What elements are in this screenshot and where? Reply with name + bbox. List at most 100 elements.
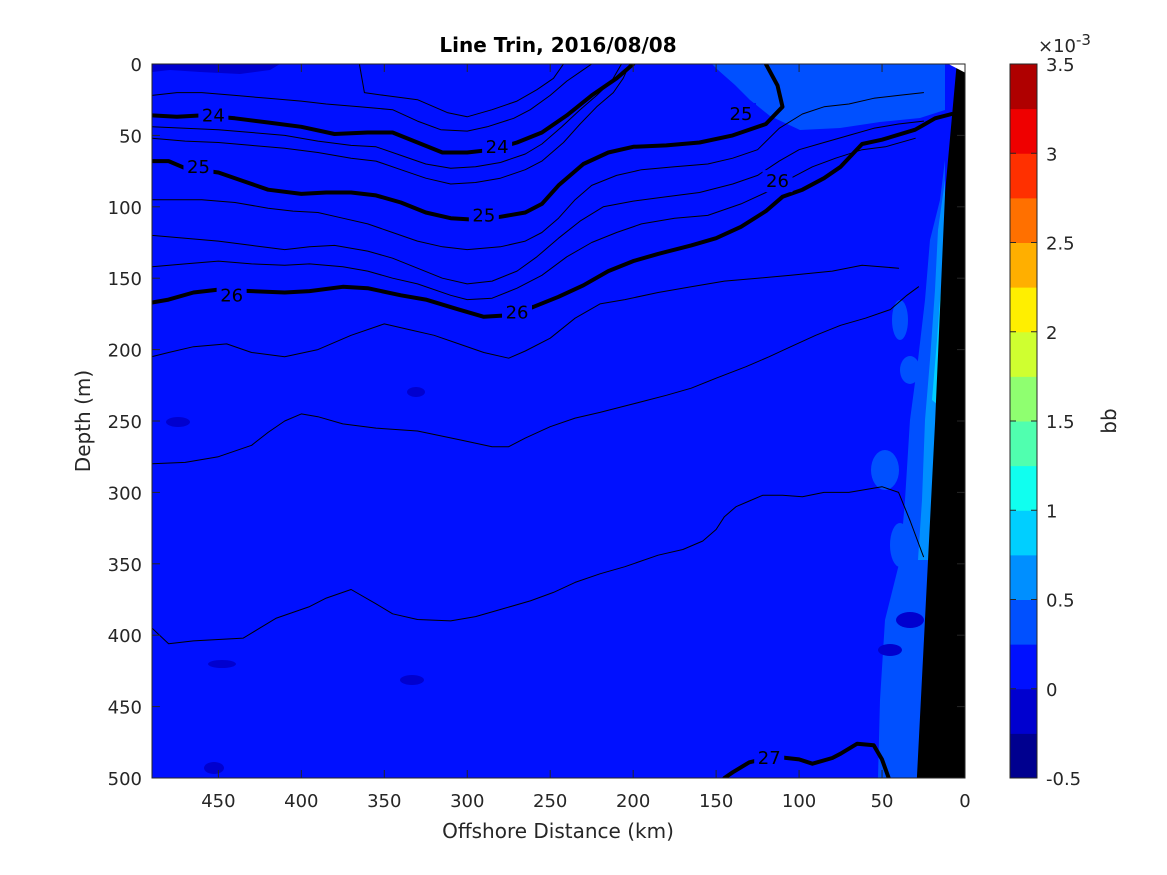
x-tick-label: 350 bbox=[367, 791, 401, 812]
colorbar-swatch bbox=[1010, 287, 1037, 333]
contour-line bbox=[152, 286, 919, 465]
colorbar-exponent-power: -3 bbox=[1076, 31, 1091, 49]
contour-line bbox=[152, 92, 924, 251]
x-tick-label: 0 bbox=[959, 791, 970, 812]
colorbar-swatch bbox=[1010, 153, 1037, 199]
field-speck-7 bbox=[896, 612, 924, 628]
contour-label-gap bbox=[183, 155, 214, 178]
contour-label-gap bbox=[726, 102, 757, 125]
colorbar-swatch bbox=[1010, 554, 1037, 600]
contour-label: 26 bbox=[220, 285, 243, 306]
y-tick-label: 150 bbox=[108, 269, 142, 290]
colorbar-tick-label: 0 bbox=[1046, 680, 1057, 701]
contour-label: 25 bbox=[730, 104, 753, 125]
field-speck-1 bbox=[166, 417, 190, 427]
contour-line bbox=[152, 112, 954, 319]
x-tick-label: 150 bbox=[699, 791, 733, 812]
y-tick-label: 50 bbox=[119, 126, 142, 147]
contour-label: 26 bbox=[506, 302, 529, 323]
field-speck-3 bbox=[400, 675, 424, 685]
colorbar-swatch bbox=[1010, 510, 1037, 556]
colorbar-exponent-base: ×10 bbox=[1038, 36, 1076, 57]
field-speck-9 bbox=[892, 300, 908, 340]
contour-line bbox=[358, 64, 564, 118]
contour-label: 27 bbox=[758, 748, 781, 769]
colorbar-swatch bbox=[1010, 108, 1037, 154]
y-tick-label: 400 bbox=[108, 626, 142, 647]
x-axis: 450 400 350 300 250 200 150 100 50 0 bbox=[201, 64, 971, 812]
colorbar-swatch bbox=[1010, 331, 1037, 377]
contour-label-gap bbox=[502, 301, 533, 324]
colorbar-exponent: ×10-3 bbox=[1038, 31, 1091, 57]
field-speck-6 bbox=[878, 644, 902, 656]
contour-label: 25 bbox=[187, 157, 210, 178]
colorbar-swatch bbox=[1010, 376, 1037, 422]
contour-line bbox=[152, 64, 636, 155]
x-tick-label: 300 bbox=[450, 791, 484, 812]
colorbar-label: bb bbox=[1097, 408, 1121, 433]
field-speck-11 bbox=[900, 356, 920, 384]
contour-label: 24 bbox=[486, 137, 509, 158]
y-axis-label: Depth (m) bbox=[71, 370, 95, 472]
colorbar-tick-label: 3.5 bbox=[1046, 55, 1075, 76]
colorbar-tick-label: 0.5 bbox=[1046, 591, 1075, 612]
x-tick-label: 450 bbox=[201, 791, 235, 812]
contour-label-gap bbox=[754, 747, 785, 770]
contour-label-gap bbox=[762, 170, 793, 193]
contour-line bbox=[152, 64, 622, 169]
x-tick-label: 200 bbox=[616, 791, 650, 812]
contour-labels: 24 24 25 25 25 26 26 26 27 bbox=[183, 102, 793, 770]
colorbar-tick-label: 1.5 bbox=[1046, 412, 1075, 433]
y-tick-label: 500 bbox=[108, 769, 142, 790]
contour-label: 24 bbox=[202, 105, 225, 126]
field-patches bbox=[152, 64, 945, 778]
contour-line bbox=[152, 64, 631, 185]
x-axis-label: Offshore Distance (km) bbox=[442, 819, 674, 843]
colorbar-swatch bbox=[1010, 64, 1037, 110]
field-speck-10 bbox=[890, 523, 910, 567]
colorbar: -0.5 0 0.5 1 1.5 2 2.5 3 3.5 ×10-3 bb bbox=[1009, 31, 1121, 790]
colorbar-tick-label: 3 bbox=[1046, 144, 1057, 165]
colorbar-tick-label: -0.5 bbox=[1046, 769, 1081, 790]
field-patch-upper-right bbox=[712, 64, 945, 130]
contour-line bbox=[152, 120, 924, 285]
contour-line bbox=[152, 264, 900, 359]
contour-line bbox=[722, 741, 891, 778]
contour-line bbox=[152, 137, 916, 301]
bathymetry-gap bbox=[948, 64, 965, 73]
bathymetry-shelf bbox=[916, 64, 965, 778]
y-tick-label: 250 bbox=[108, 412, 142, 433]
colorbar-swatch bbox=[1010, 733, 1037, 779]
contour-line bbox=[152, 64, 593, 132]
colorbar-swatch bbox=[1010, 688, 1037, 734]
x-tick-label: 100 bbox=[782, 791, 816, 812]
y-tick-label: 200 bbox=[108, 341, 142, 362]
contour-label-gap bbox=[216, 284, 247, 307]
y-tick-label: 0 bbox=[131, 55, 142, 76]
contour-label-gap bbox=[198, 104, 229, 127]
y-tick-label: 300 bbox=[108, 483, 142, 504]
colorbar-swatch bbox=[1010, 197, 1037, 243]
field-speck-4 bbox=[204, 762, 224, 774]
contour-label: 25 bbox=[472, 205, 495, 226]
chart-title: Line Trin, 2016/08/08 bbox=[439, 33, 676, 57]
field-speck-2 bbox=[407, 387, 425, 397]
plot-background bbox=[152, 64, 965, 778]
field-patch-upper-left bbox=[152, 64, 280, 74]
colorbar-ticks: -0.5 0 0.5 1 1.5 2 2.5 3 3.5 bbox=[1010, 55, 1081, 790]
colorbar-swatch bbox=[1010, 644, 1037, 690]
colorbar-swatch bbox=[1010, 465, 1037, 511]
y-tick-label: 100 bbox=[108, 198, 142, 219]
field-speck-5 bbox=[208, 660, 236, 668]
y-axis: 0 50 100 150 200 250 300 350 400 450 500 bbox=[108, 55, 965, 790]
colorbar-tick-label: 1 bbox=[1046, 501, 1057, 522]
colorbar-tick-label: 2 bbox=[1046, 323, 1057, 344]
contour-label: 26 bbox=[766, 171, 789, 192]
contour-label-gap bbox=[468, 204, 499, 227]
contour-line bbox=[152, 486, 924, 645]
y-tick-label: 350 bbox=[108, 555, 142, 576]
y-tick-label: 450 bbox=[108, 698, 142, 719]
x-tick-label: 250 bbox=[533, 791, 567, 812]
colorbar-swatch bbox=[1010, 421, 1037, 467]
